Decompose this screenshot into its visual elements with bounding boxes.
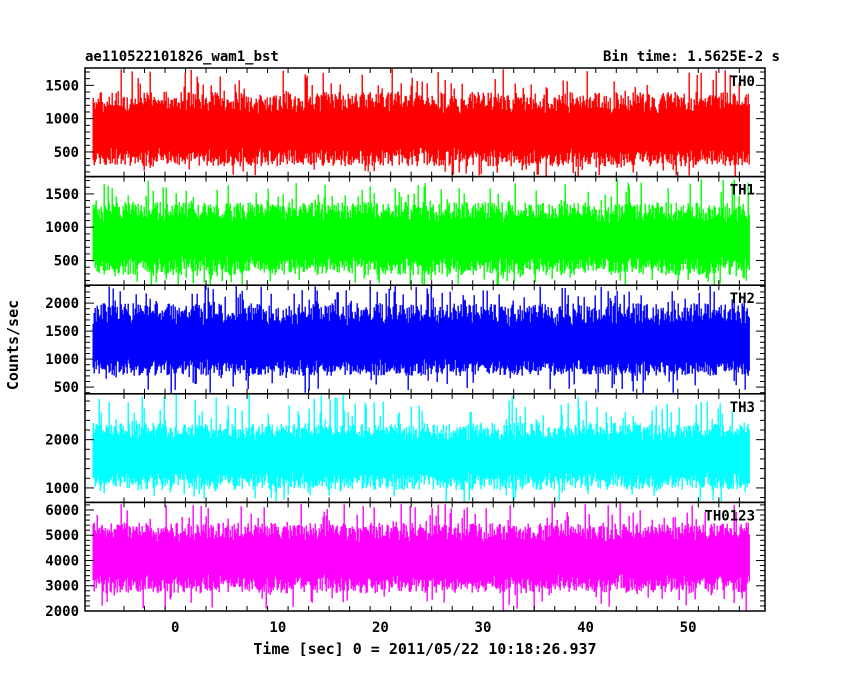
x-tick-label: 40 bbox=[577, 620, 594, 636]
panel-th1: 500 1000 1500 TH1 bbox=[45, 175, 766, 286]
y-tick-label: 500 bbox=[54, 380, 79, 396]
series-th0123-trace bbox=[92, 502, 750, 611]
panel-label-th3: TH3 bbox=[730, 400, 755, 416]
x-tick-labels: 0 10 20 30 40 50 bbox=[171, 620, 696, 636]
panel-label-th0: TH0 bbox=[730, 74, 755, 90]
panel-th2: 500 1000 1500 2000 TH2 bbox=[45, 284, 766, 396]
series-th3-trace bbox=[92, 394, 750, 502]
y-tick-label: 500 bbox=[54, 145, 79, 161]
y-tick-label: 1000 bbox=[45, 481, 79, 497]
x-tick-label: 20 bbox=[372, 620, 389, 636]
y-tick-label: 1500 bbox=[45, 78, 79, 94]
y-tick-label: 1000 bbox=[45, 352, 79, 368]
panel-label-th1: TH1 bbox=[730, 183, 755, 199]
y-axis-label: Counts/sec bbox=[4, 300, 22, 390]
panel-th0123: 2000 3000 4000 5000 6000 TH0123 bbox=[45, 501, 766, 620]
chart-title: ae110522101826_wam1_bst bbox=[85, 49, 279, 65]
series-th2-trace bbox=[92, 285, 750, 394]
y-tick-label: 1500 bbox=[45, 187, 79, 203]
y-tick-label: 4000 bbox=[45, 553, 79, 569]
x-axis-label: Time [sec] 0 = 2011/05/22 10:18:26.937 bbox=[253, 640, 596, 658]
panel-th3: 1000 2000 TH3 bbox=[45, 393, 766, 504]
panel-label-th0123: TH0123 bbox=[704, 508, 755, 524]
series-th1-trace bbox=[92, 179, 750, 286]
x-tick-label: 0 bbox=[171, 620, 179, 636]
x-tick-label: 10 bbox=[269, 620, 286, 636]
y-tick-label: 1500 bbox=[45, 324, 79, 340]
panel-th0: 500 1000 1500 TH0 bbox=[45, 67, 766, 178]
y-tick-label: 500 bbox=[54, 254, 79, 270]
y-tick-label: 6000 bbox=[45, 503, 79, 519]
y-tick-label: 1000 bbox=[45, 220, 79, 236]
x-tick-label: 30 bbox=[475, 620, 492, 636]
panel-frame bbox=[84, 501, 766, 612]
y-tick-label: 2000 bbox=[45, 433, 79, 449]
panel-label-th2: TH2 bbox=[730, 291, 755, 307]
x-tick-label: 50 bbox=[680, 620, 697, 636]
series-th0-trace bbox=[92, 69, 750, 177]
y-tick-label: 5000 bbox=[45, 528, 79, 544]
y-tick-label: 2000 bbox=[45, 604, 79, 620]
y-tick-label: 2000 bbox=[45, 296, 79, 312]
panels-group: 500 1000 1500 TH0 500 1000 1500 TH1 500 1000 1500 2… bbox=[45, 67, 766, 620]
y-tick-label: 1000 bbox=[45, 112, 79, 128]
y-tick-label: 3000 bbox=[45, 579, 79, 595]
chart-subtitle: Bin time: 1.5625E-2 s bbox=[603, 49, 780, 65]
